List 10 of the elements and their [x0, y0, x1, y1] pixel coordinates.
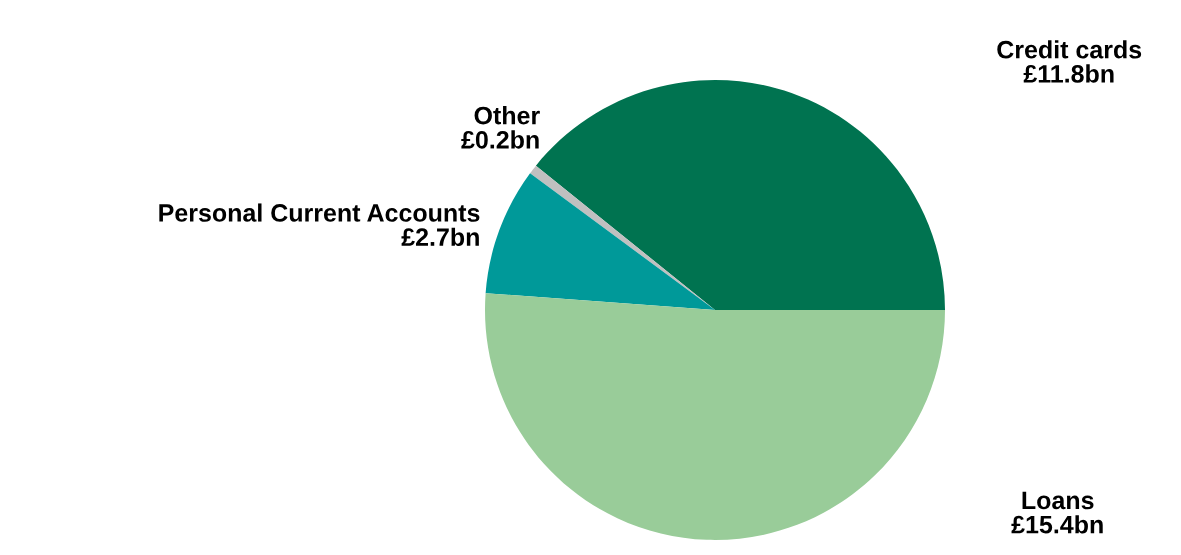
slice-label: Other — [474, 106, 540, 125]
data-label: £15.4bn — [1011, 515, 1103, 534]
slice-label: Loans — [1022, 491, 1094, 510]
data-label: £0.2bn — [461, 130, 539, 149]
data-label: £2.7bn — [401, 227, 479, 247]
pie-slice — [485, 293, 945, 540]
slice-label: Personal Current Accounts — [159, 203, 480, 222]
slice-label: Credit cards — [997, 40, 1142, 59]
pie-slice — [485, 173, 715, 310]
data-label: £11.8bn — [1023, 64, 1114, 83]
